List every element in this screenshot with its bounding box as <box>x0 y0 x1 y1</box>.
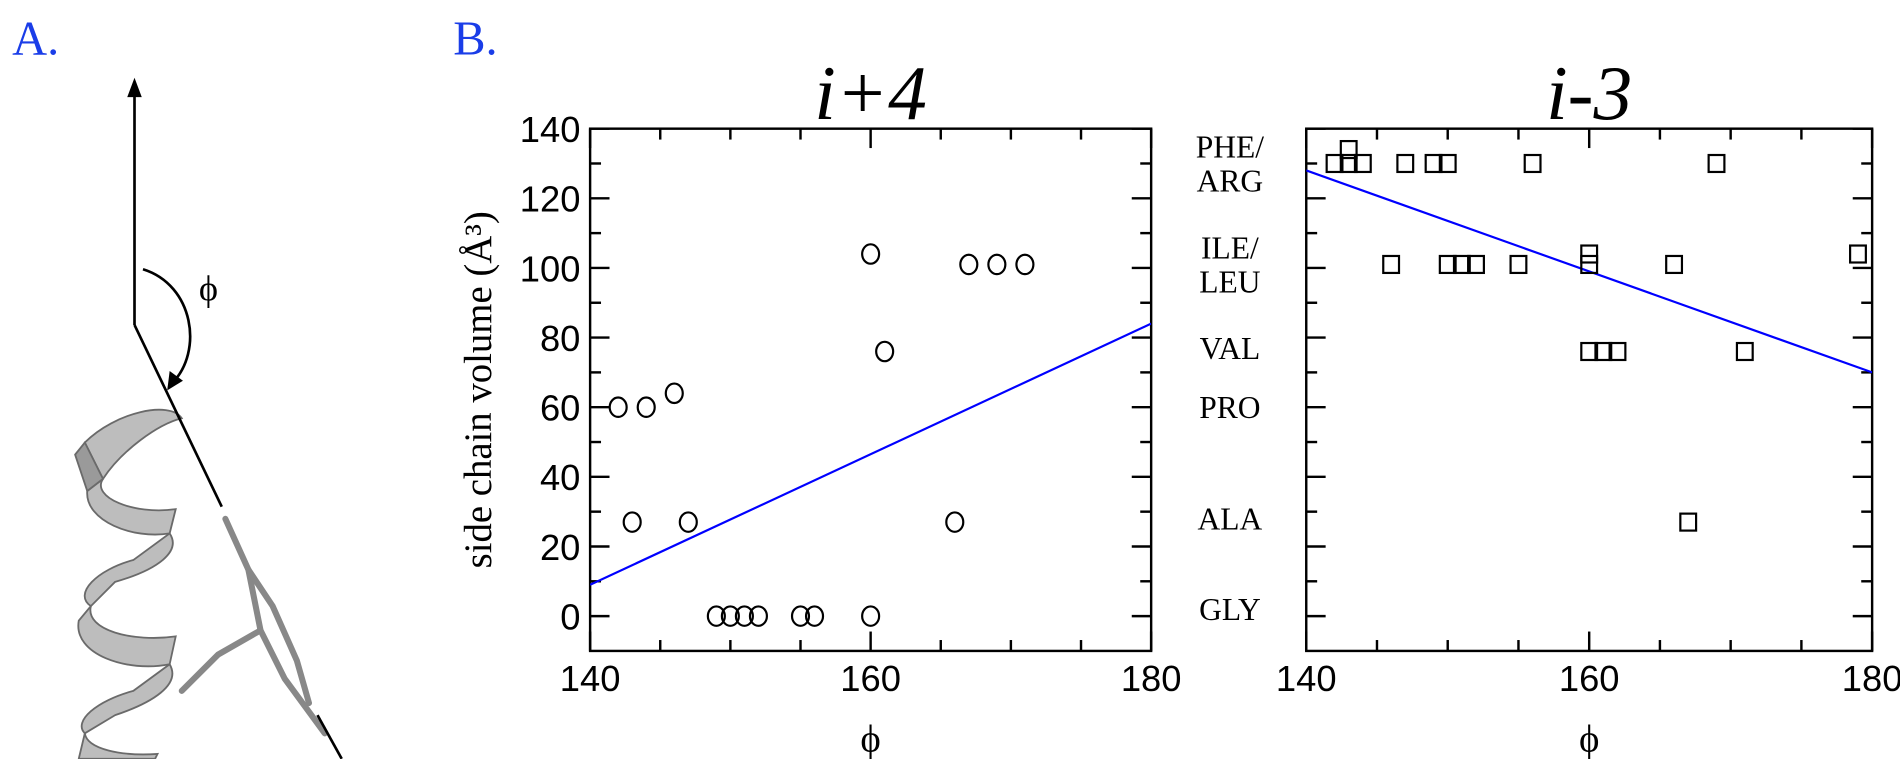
y-tick-label: 20 <box>540 527 580 568</box>
point <box>945 511 965 533</box>
point <box>1467 254 1485 275</box>
point <box>1707 153 1726 174</box>
fit-line <box>590 322 1152 586</box>
point <box>1339 153 1358 174</box>
point <box>1325 153 1344 174</box>
point <box>678 511 698 533</box>
residue-label: VAL <box>1200 331 1261 366</box>
x-tick-label: 160 <box>840 658 901 699</box>
point <box>790 605 811 627</box>
point <box>875 340 895 363</box>
y-tick-label: 40 <box>540 457 580 498</box>
x-tick-label: 180 <box>1121 658 1182 699</box>
residue-label: LEU <box>1199 264 1260 299</box>
residue-label: ALA <box>1198 502 1263 537</box>
point <box>1580 244 1599 264</box>
y-tick-label: 80 <box>540 318 580 359</box>
point <box>1665 254 1684 275</box>
point <box>1438 153 1457 174</box>
x-tick-label: 140 <box>560 658 621 699</box>
point <box>1396 153 1415 174</box>
point <box>959 253 979 276</box>
residue-label: PRO <box>1199 390 1260 425</box>
x-tick-label: 180 <box>1842 658 1900 699</box>
point <box>608 396 628 418</box>
point <box>734 605 754 627</box>
x-axis-label: ϕ <box>860 718 880 759</box>
chart-title: i-3 <box>1546 50 1632 136</box>
angle-label: ϕ <box>199 269 218 309</box>
point <box>1580 254 1599 275</box>
y-tick-label: 0 <box>560 596 580 637</box>
residue-label: ARG <box>1197 163 1264 198</box>
point <box>706 605 726 627</box>
point <box>1594 341 1613 362</box>
point <box>1679 512 1698 532</box>
x-tick-label: 160 <box>1559 658 1620 699</box>
point <box>1523 153 1542 174</box>
helix-diagram: ϕ <box>74 77 343 759</box>
point <box>1424 153 1443 174</box>
x-tick-label: 140 <box>1276 658 1337 699</box>
y-tick-label: 120 <box>520 179 581 220</box>
y-axis-label: side chain volume (Å³) <box>457 211 500 568</box>
residue-label: PHE/ <box>1196 129 1265 164</box>
point <box>1438 254 1457 275</box>
panel-label: A. <box>12 13 59 66</box>
point <box>720 605 740 627</box>
point <box>1339 139 1358 160</box>
y-tick-label: 60 <box>540 388 580 429</box>
plot-frame <box>588 127 1153 653</box>
point <box>861 605 881 627</box>
point <box>1353 153 1372 174</box>
residue-label: GLY <box>1199 592 1261 627</box>
plot-frame <box>1305 127 1874 653</box>
x-axis-label: ϕ <box>1579 718 1599 759</box>
point <box>1849 244 1867 264</box>
point <box>636 396 656 418</box>
point <box>748 605 768 627</box>
point <box>622 511 642 533</box>
point <box>1452 254 1471 275</box>
y-tick-label: 100 <box>520 248 581 289</box>
point <box>804 605 825 627</box>
point <box>1608 341 1627 362</box>
chart-title: i+4 <box>814 50 927 136</box>
panel-label: B. <box>453 13 497 66</box>
point <box>1015 253 1035 276</box>
point <box>861 243 881 265</box>
y-tick-label: 140 <box>520 109 581 150</box>
residue-label: ILE/ <box>1201 230 1259 265</box>
point <box>1509 254 1528 275</box>
point <box>1735 341 1754 362</box>
point <box>987 253 1007 276</box>
point <box>664 382 684 405</box>
point <box>1382 254 1401 275</box>
point <box>1580 341 1599 362</box>
fit-line <box>1306 169 1873 374</box>
